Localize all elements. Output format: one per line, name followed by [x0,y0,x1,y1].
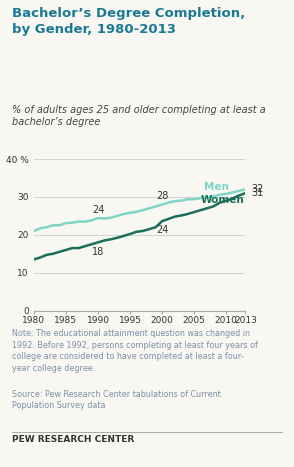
Text: Bachelor’s Degree Completion,
by Gender, 1980-2013: Bachelor’s Degree Completion, by Gender,… [12,7,245,35]
Text: Source: Pew Research Center tabulations of Current
Population Survey data: Source: Pew Research Center tabulations … [12,390,220,410]
Text: 32: 32 [251,184,264,194]
Text: 24: 24 [92,205,104,215]
Text: 24: 24 [156,225,168,235]
Text: 31: 31 [251,188,264,198]
Text: PEW RESEARCH CENTER: PEW RESEARCH CENTER [12,435,134,444]
Text: Note: The educational attainment question was changed in
1992. Before 1992, pers: Note: The educational attainment questio… [12,329,258,373]
Text: 18: 18 [92,247,104,256]
Text: Men: Men [204,183,229,192]
Text: 28: 28 [156,191,168,201]
Text: Women: Women [201,195,244,205]
Text: % of adults ages 25 and older completing at least a
bachelor’s degree: % of adults ages 25 and older completing… [12,105,265,127]
